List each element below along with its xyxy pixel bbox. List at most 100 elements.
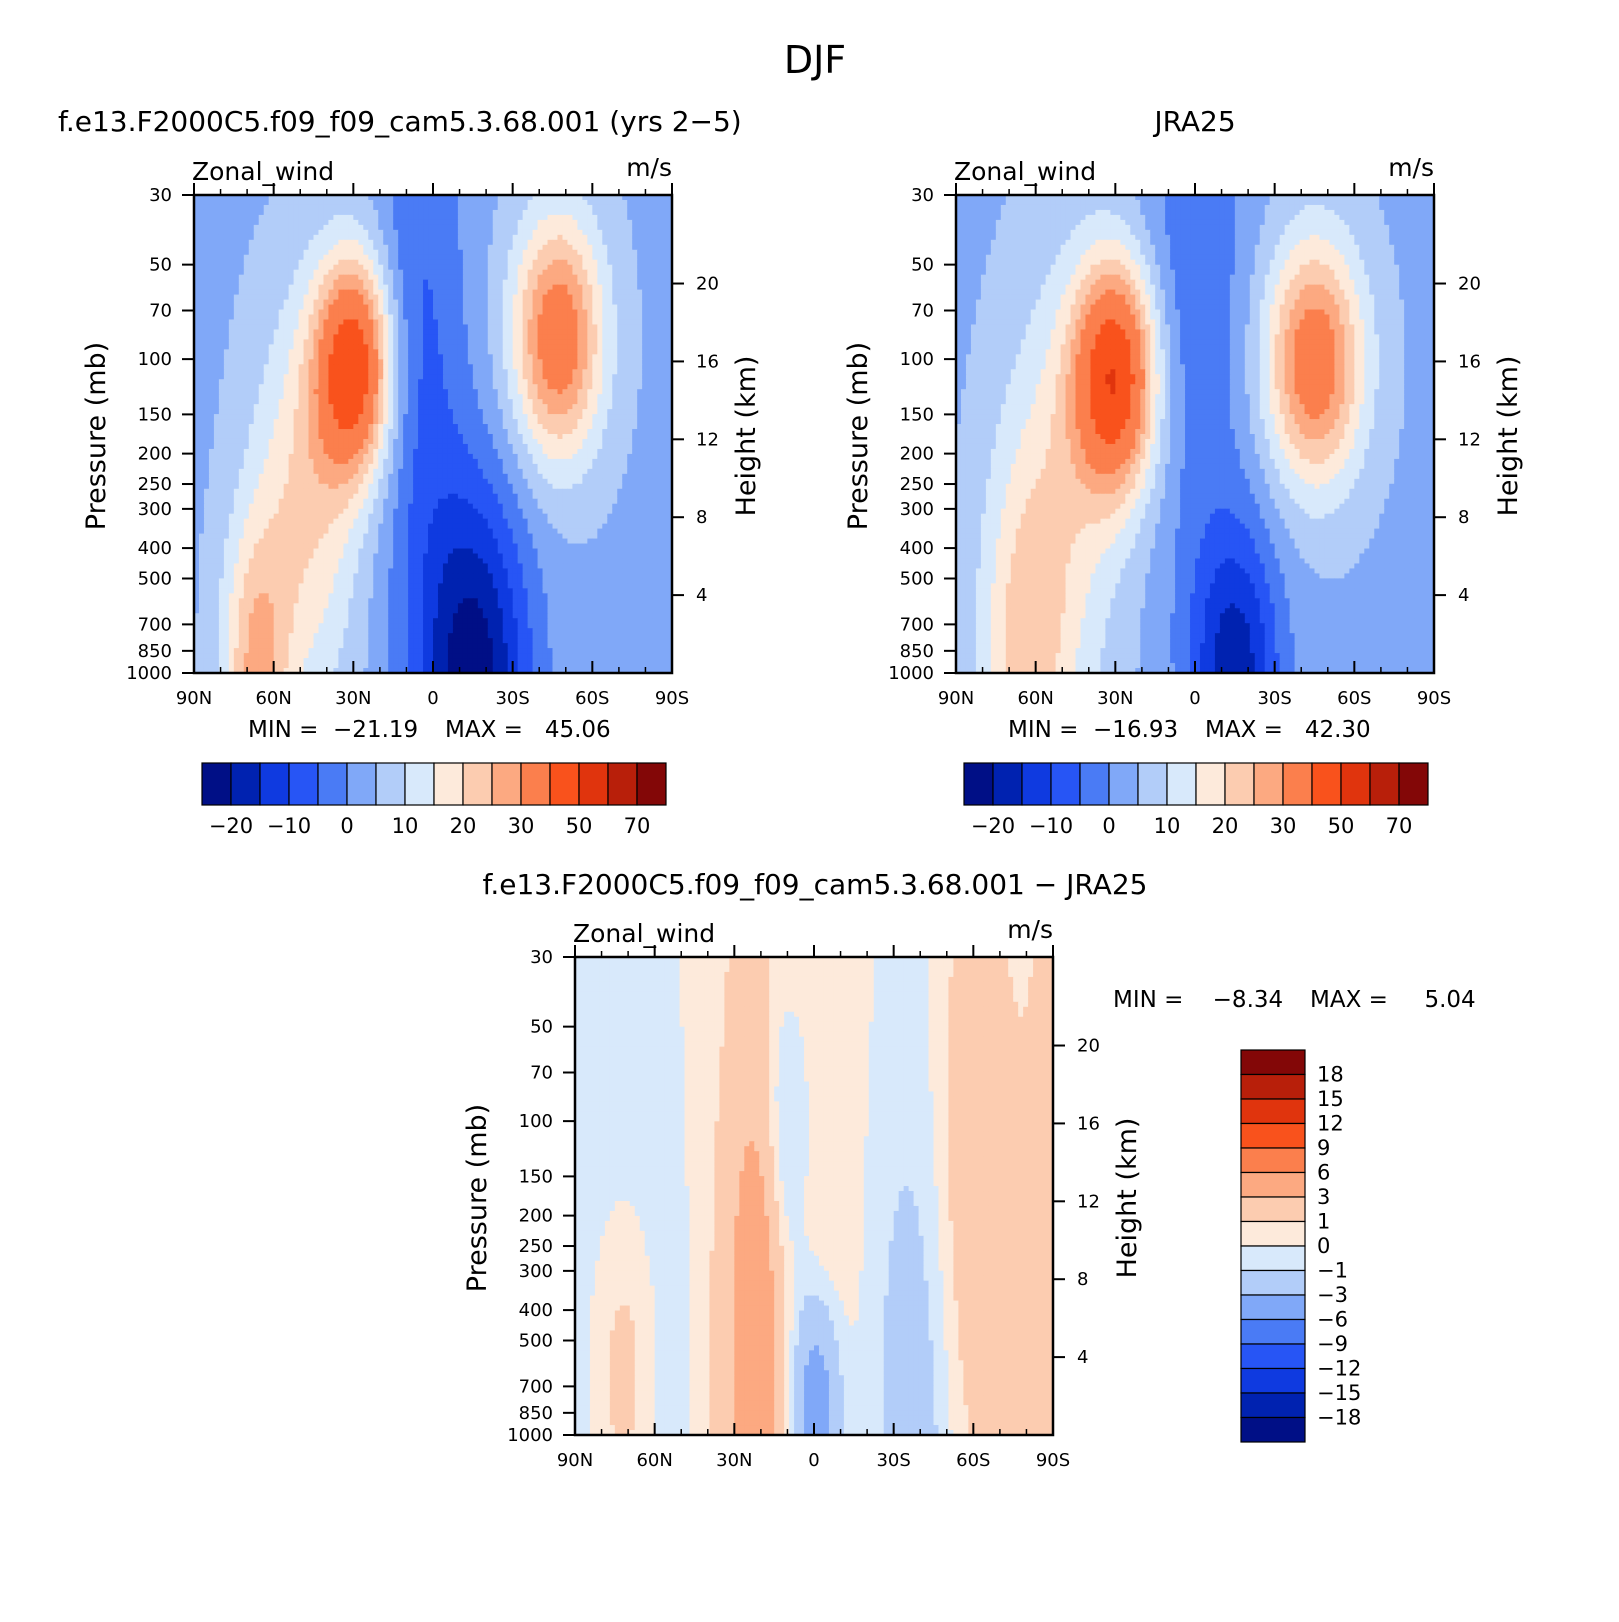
- contour-cell: [552, 274, 559, 281]
- contour-cell: [582, 294, 588, 301]
- contour-cell: [607, 359, 613, 365]
- contour-cell: [632, 204, 638, 211]
- contour-cell: [607, 354, 613, 360]
- contour-cell: [358, 309, 364, 316]
- contour-cell: [582, 359, 588, 365]
- contour-cell: [457, 424, 464, 430]
- contour-cell: [293, 364, 300, 370]
- contour-cell: [323, 448, 330, 455]
- contour-cell: [507, 424, 514, 430]
- contour-cell: [542, 399, 549, 405]
- contour-cell: [433, 324, 439, 331]
- contour-cell: [642, 364, 648, 370]
- contour-cell: [507, 329, 514, 336]
- contour-cell: [218, 214, 225, 221]
- contour-cell: [403, 404, 409, 410]
- contour-cell: [497, 239, 504, 246]
- contour-cell: [452, 359, 459, 365]
- contour-cell: [408, 414, 414, 420]
- contour-cell: [223, 419, 230, 425]
- contour-cell: [662, 369, 668, 375]
- contour-cell: [358, 414, 364, 420]
- contour-cell: [632, 414, 638, 420]
- contour-cell: [592, 419, 598, 425]
- contour-cell: [323, 389, 330, 395]
- contour-cell: [547, 349, 554, 355]
- contour-cell: [622, 369, 628, 375]
- contour-cell: [602, 209, 608, 216]
- contour-cell: [263, 369, 270, 375]
- contour-cell: [243, 309, 250, 316]
- contour-cell: [228, 448, 235, 455]
- contour-cell: [627, 264, 633, 271]
- contour-cell: [413, 279, 419, 286]
- contour-cell: [378, 374, 384, 380]
- contour-cell: [597, 384, 603, 390]
- contour-cell: [492, 434, 499, 440]
- contour-cell: [323, 304, 330, 311]
- contour-cell: [517, 374, 524, 380]
- contour-cell: [348, 448, 354, 455]
- contour-cell: [403, 299, 409, 306]
- contour-cell: [288, 443, 295, 450]
- contour-cell: [457, 339, 464, 345]
- contour-cell: [637, 379, 643, 385]
- contour-cell: [517, 419, 524, 425]
- contour-cell: [497, 409, 504, 415]
- contour-cell: [203, 443, 210, 450]
- contour-cell: [492, 404, 499, 410]
- contour-cell: [612, 269, 618, 276]
- contour-cell: [567, 284, 574, 291]
- contour-cell: [517, 274, 524, 281]
- contour-cell: [393, 219, 399, 226]
- contour-cell: [323, 429, 330, 435]
- contour-cell: [587, 349, 593, 355]
- contour-cell: [343, 404, 349, 410]
- contour-cell: [403, 379, 409, 385]
- contour-cell: [492, 414, 499, 420]
- contour-cell: [607, 429, 613, 435]
- contour-cell: [437, 374, 444, 380]
- contour-cell: [298, 259, 305, 266]
- contour-cell: [457, 244, 464, 251]
- contour-cell: [632, 434, 638, 440]
- contour-cell: [442, 389, 449, 395]
- contour-cell: [298, 424, 305, 430]
- contour-cell: [607, 438, 613, 445]
- contour-cell: [368, 219, 374, 226]
- contour-cell: [398, 359, 404, 365]
- contour-cell: [363, 414, 369, 420]
- contour-cell: [602, 299, 608, 306]
- contour-cell: [283, 359, 290, 365]
- contour-cell: [293, 299, 300, 306]
- contour-cell: [587, 214, 593, 221]
- contour-cell: [597, 424, 603, 430]
- contour-cell: [622, 284, 628, 291]
- contour-cell: [418, 448, 424, 455]
- contour-cell: [582, 448, 588, 455]
- contour-cell: [308, 438, 315, 445]
- contour-cell: [652, 244, 658, 251]
- contour-cell: [572, 244, 578, 251]
- contour-cell: [288, 249, 295, 256]
- contour-cell: [333, 369, 339, 375]
- contour-cell: [447, 438, 454, 445]
- contour-cell: [497, 443, 504, 450]
- contour-cell: [253, 279, 260, 286]
- contour-cell: [333, 269, 339, 276]
- contour-cell: [527, 249, 534, 256]
- contour-cell: [428, 229, 434, 236]
- contour-cell: [213, 259, 220, 266]
- contour-cell: [437, 219, 444, 226]
- contour-cell: [637, 424, 643, 430]
- contour-cell: [467, 244, 474, 251]
- contour-cell: [442, 279, 449, 286]
- contour-cell: [283, 244, 290, 251]
- contour-cell: [457, 199, 464, 206]
- contour-cell: [447, 195, 454, 201]
- contour-cell: [288, 448, 295, 455]
- contour-cell: [552, 254, 559, 261]
- contour-cell: [208, 199, 215, 206]
- contour-cell: [552, 364, 559, 370]
- contour-cell: [373, 389, 379, 395]
